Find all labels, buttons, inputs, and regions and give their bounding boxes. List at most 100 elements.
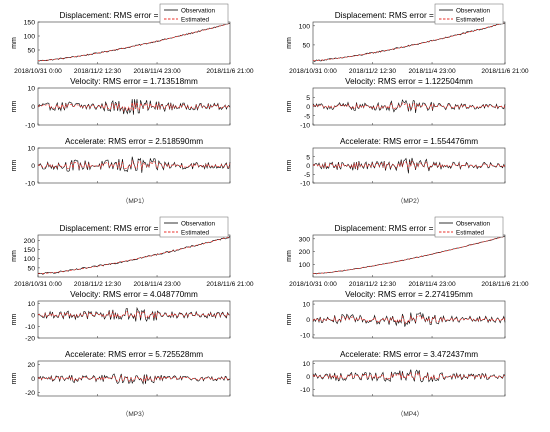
series-observation [37, 306, 231, 322]
subplot-velocity: Velocity: RMS error = 4.048770mm -20 -10 0 1… [11, 290, 231, 343]
legend-label-estimated: Estimated [456, 16, 484, 23]
y-tick-label: 0 [31, 376, 35, 383]
series-estimated [312, 160, 506, 170]
y-tick-label: -10 [300, 332, 310, 339]
subplot-title: Accelerate: RMS error = 3.472437mm [340, 350, 478, 359]
y-tick-label: -10 [25, 324, 35, 331]
series-observation [37, 99, 231, 115]
legend-label-estimated: Estimated [181, 16, 209, 23]
y-tick-label: 300 [299, 236, 311, 243]
y-tick-label: -10 [300, 123, 310, 130]
y-tick-label: 100 [24, 34, 36, 41]
y-tick-label: 50 [27, 265, 35, 272]
x-tick-label: 2018/11/6 21:00 [481, 68, 529, 75]
subplot-title: Velocity: RMS error = 1.122504mm [345, 77, 473, 86]
y-axis-label: mm [11, 250, 18, 262]
axes-frame [37, 300, 231, 339]
series-estimated [37, 23, 231, 62]
subplot-velocity: Velocity: RMS error = 2.274195mm -10 0 10 mm [286, 290, 506, 339]
subplot-title: Displacement: RMS error = 1.839475mm [334, 224, 483, 233]
y-tick-label: 0 [31, 104, 35, 111]
subplot-title: Accelerate: RMS error = 5.725528mm [65, 350, 203, 359]
subplot-accelerate: Accelerate: RMS error = 3.472437mm -10 0 10… [286, 350, 506, 397]
series-observation [312, 235, 506, 275]
legend-label-observation: Observation [456, 7, 490, 14]
y-tick-label: 10 [302, 302, 310, 309]
y-axis-label: mm [11, 373, 18, 385]
x-tick-label: 2018/10/31 0:00 [289, 68, 337, 75]
axes-frame [312, 360, 506, 397]
x-tick-label: 2018/11/6 21:00 [481, 281, 529, 288]
panel-caption: （MP2） [397, 197, 423, 205]
legend-label-estimated: Estimated [456, 229, 484, 236]
y-tick-label: 10 [27, 301, 35, 308]
legend-label-observation: Observation [181, 220, 215, 227]
x-tick-label: 2018/11/6 21:00 [206, 281, 254, 288]
y-tick-label: 50 [302, 42, 310, 49]
x-tick-label: 2018/10/31 0:00 [14, 68, 62, 75]
y-tick-label: -10 [300, 181, 310, 188]
y-tick-label: -20 [25, 390, 35, 397]
y-tick-label: -10 [25, 181, 35, 188]
series-observation [37, 235, 231, 275]
y-axis-label: mm [11, 101, 18, 113]
axes-frame [37, 234, 231, 278]
y-tick-label: 0 [306, 317, 310, 324]
series-estimated [313, 235, 506, 275]
series-observation [37, 373, 231, 385]
y-axis-label: mm [286, 101, 293, 113]
y-tick-label: -10 [25, 123, 35, 130]
y-axis-label: mm [286, 373, 293, 385]
y-tick-label: 0 [31, 163, 35, 170]
x-tick-label: 2018/11/2 12:30 [74, 281, 122, 288]
x-tick-label: 2018/11/2 12:30 [74, 68, 122, 75]
series-observation [312, 369, 506, 383]
y-tick-label: 100 [24, 256, 36, 263]
axes-frame [312, 234, 506, 278]
series-estimated [37, 310, 231, 319]
subplot-displacement: Displacement: RMS error = 1.011413mm 50 10… [286, 3, 529, 75]
subplot-accelerate: Accelerate: RMS error = 2.518590mm -10 0 10… [11, 137, 231, 188]
series-estimated [37, 101, 231, 112]
y-tick-label: 0 [306, 374, 310, 381]
subplot-displacement: Displacement: RMS error = 3.406693mm 50 10… [11, 216, 254, 288]
y-tick-label: -20 [25, 336, 35, 343]
subplot-title: Accelerate: RMS error = 2.518590mm [65, 137, 203, 146]
y-tick-label: 10 [27, 146, 35, 153]
y-tick-label: 100 [299, 262, 311, 269]
series-estimated [312, 102, 506, 111]
series-observation [312, 99, 506, 114]
y-axis-label: mm [11, 37, 18, 49]
y-tick-label: -10 [300, 387, 310, 394]
panel-mp2: Displacement: RMS error = 1.011413mm5010… [286, 3, 529, 205]
subplot-title: Velocity: RMS error = 4.048770mm [70, 290, 198, 299]
series-estimated [37, 374, 231, 383]
x-tick-label: 2018/10/31 0:00 [289, 281, 337, 288]
y-axis-label: mm [286, 160, 293, 172]
y-tick-label: 150 [24, 20, 36, 27]
subplot-title: Displacement: RMS error = 1.445575mm [59, 11, 208, 20]
subplot-title: Velocity: RMS error = 1.713518mm [70, 77, 198, 86]
x-tick-label: 2018/11/4 23:00 [408, 281, 456, 288]
subplot-title: Displacement: RMS error = 3.406693mm [59, 224, 208, 233]
x-tick-label: 2018/11/4 23:00 [133, 281, 181, 288]
y-axis-label: mm [286, 314, 293, 326]
y-tick-label: 0 [306, 104, 310, 111]
panel-caption: （MP4） [397, 410, 423, 418]
panel-mp4: Displacement: RMS error = 1.839475mm1002… [286, 216, 529, 418]
y-tick-label: 200 [299, 249, 311, 256]
legend-label-observation: Observation [456, 220, 490, 227]
series-observation [37, 23, 230, 62]
panel-caption: （MP1） [122, 197, 148, 205]
y-tick-label: -5 [304, 113, 310, 120]
panel-mp3: Displacement: RMS error = 3.406693mm 50 10… [11, 216, 254, 418]
subplot-displacement: Displacement: RMS error = 1.445575mm 50 10… [11, 3, 254, 75]
y-tick-label: 10 [27, 86, 35, 93]
axes-frame [312, 21, 506, 65]
y-tick-label: -5 [304, 172, 310, 179]
x-tick-label: 2018/11/2 12:30 [349, 281, 397, 288]
legend-label-estimated: Estimated [181, 229, 209, 236]
y-tick-label: 0 [31, 312, 35, 319]
